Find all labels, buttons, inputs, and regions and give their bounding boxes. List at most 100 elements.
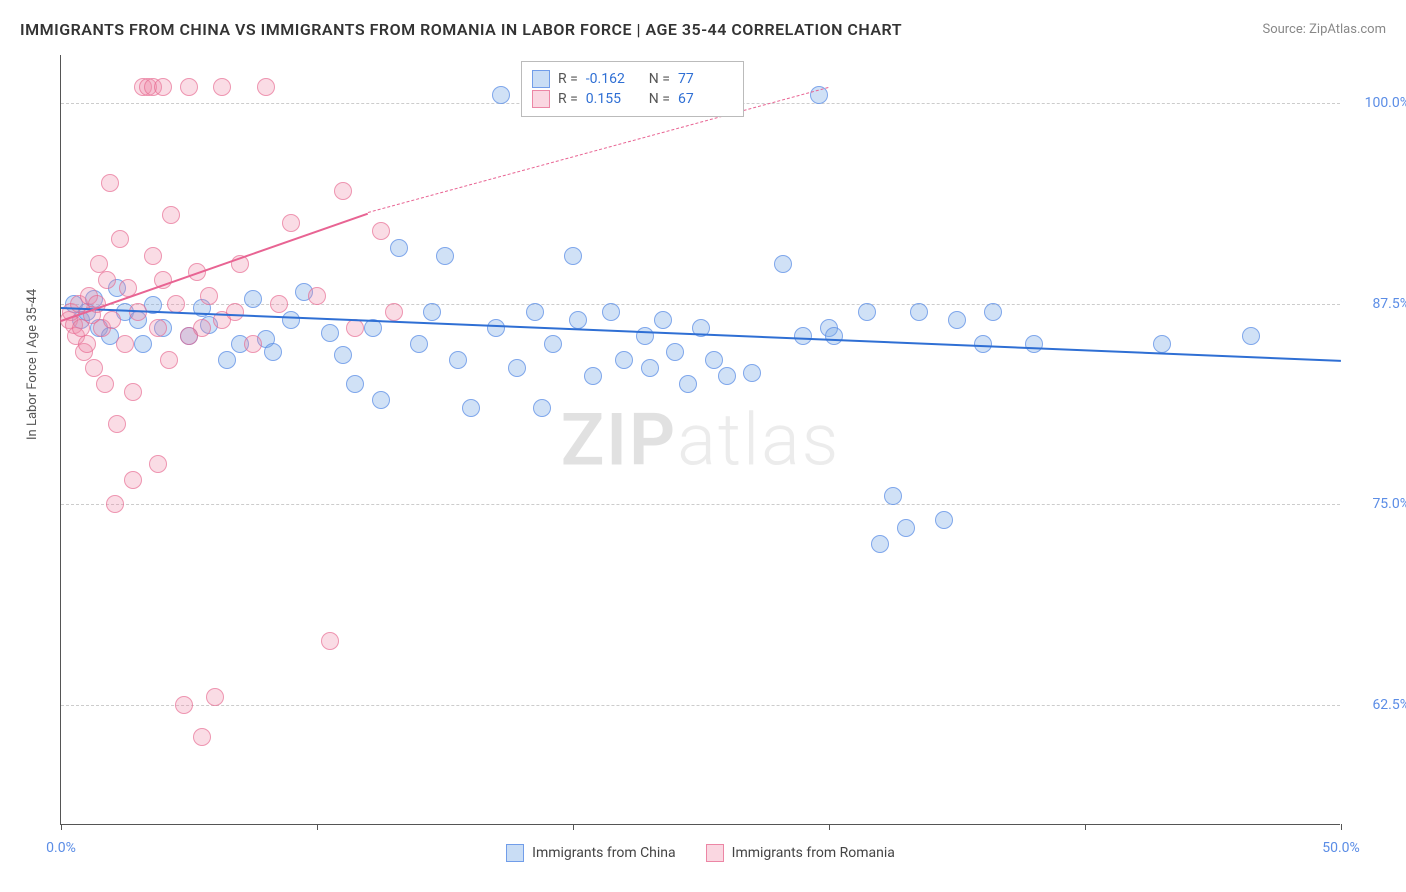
- data-point-romania: [85, 359, 103, 377]
- data-point-china: [1025, 335, 1043, 353]
- n-label: N =: [649, 91, 670, 107]
- data-point-china: [897, 519, 915, 537]
- legend-label: Immigrants from China: [532, 845, 676, 861]
- data-point-china: [282, 311, 300, 329]
- data-point-china: [858, 303, 876, 321]
- data-point-romania: [98, 271, 116, 289]
- data-point-romania: [244, 335, 262, 353]
- x-tick: [1341, 824, 1342, 830]
- data-point-china: [321, 324, 339, 342]
- data-point-china: [1153, 335, 1171, 353]
- data-point-china: [564, 247, 582, 265]
- data-point-romania: [78, 335, 96, 353]
- data-point-romania: [108, 415, 126, 433]
- data-point-china: [602, 303, 620, 321]
- data-point-romania: [180, 78, 198, 96]
- r-label: R =: [558, 71, 578, 87]
- data-point-romania: [282, 214, 300, 232]
- data-point-china: [487, 319, 505, 337]
- swatch-blue-icon: [532, 70, 550, 88]
- swatch-pink-icon: [532, 90, 550, 108]
- data-point-romania: [149, 455, 167, 473]
- data-point-china: [134, 335, 152, 353]
- r-value: 0.155: [586, 91, 641, 107]
- data-point-china: [492, 86, 510, 104]
- data-point-china: [569, 311, 587, 329]
- data-point-china: [794, 327, 812, 345]
- data-point-china: [615, 351, 633, 369]
- data-point-china: [774, 255, 792, 273]
- data-point-romania: [193, 728, 211, 746]
- data-point-romania: [226, 303, 244, 321]
- x-tick: [317, 824, 318, 830]
- data-point-china: [449, 351, 467, 369]
- data-point-china: [436, 247, 454, 265]
- data-point-china: [372, 391, 390, 409]
- data-point-romania: [167, 295, 185, 313]
- data-point-china: [666, 343, 684, 361]
- data-point-china: [935, 511, 953, 529]
- data-point-china: [910, 303, 928, 321]
- x-tick: [1085, 824, 1086, 830]
- legend-row-romania: R = 0.155 N = 67: [532, 90, 733, 108]
- data-point-romania: [213, 78, 231, 96]
- swatch-blue-icon: [506, 844, 524, 862]
- x-tick: [61, 824, 62, 830]
- data-point-china: [462, 399, 480, 417]
- data-point-china: [636, 327, 654, 345]
- data-point-romania: [144, 247, 162, 265]
- data-point-china: [705, 351, 723, 369]
- source-label: Source: ZipAtlas.com: [1262, 22, 1386, 37]
- data-point-romania: [257, 78, 275, 96]
- data-point-romania: [160, 351, 178, 369]
- data-point-china: [264, 343, 282, 361]
- n-value: 67: [678, 91, 733, 107]
- data-point-china: [346, 375, 364, 393]
- data-point-china: [526, 303, 544, 321]
- legend-row-china: R = -0.162 N = 77: [532, 70, 733, 88]
- data-point-romania: [96, 375, 114, 393]
- plot-area: ZIPatlas R = -0.162 N = 77 R = 0.155 N =…: [60, 55, 1340, 825]
- data-point-china: [718, 367, 736, 385]
- data-point-romania: [162, 206, 180, 224]
- y-tick-label: 87.5%: [1372, 296, 1406, 312]
- data-point-romania: [321, 632, 339, 650]
- data-point-romania: [111, 230, 129, 248]
- data-point-romania: [175, 696, 193, 714]
- n-label: N =: [649, 71, 670, 87]
- legend-item-china: Immigrants from China: [506, 844, 676, 862]
- data-point-china: [984, 303, 1002, 321]
- data-point-romania: [372, 222, 390, 240]
- data-point-romania: [103, 311, 121, 329]
- data-point-china: [508, 359, 526, 377]
- data-point-romania: [206, 688, 224, 706]
- data-point-romania: [106, 495, 124, 513]
- x-tick: [829, 824, 830, 830]
- data-point-china: [584, 367, 602, 385]
- data-point-china: [884, 487, 902, 505]
- data-point-china: [641, 359, 659, 377]
- data-point-romania: [124, 471, 142, 489]
- data-point-romania: [385, 303, 403, 321]
- swatch-pink-icon: [706, 844, 724, 862]
- data-point-romania: [101, 174, 119, 192]
- x-tick: [573, 824, 574, 830]
- correlation-legend: R = -0.162 N = 77 R = 0.155 N = 67: [521, 61, 744, 117]
- watermark: ZIPatlas: [561, 397, 841, 482]
- data-point-china: [974, 335, 992, 353]
- grid-line: [61, 705, 1340, 706]
- data-point-china: [544, 335, 562, 353]
- data-point-romania: [116, 335, 134, 353]
- y-tick-label: 62.5%: [1372, 697, 1406, 713]
- data-point-romania: [200, 287, 218, 305]
- data-point-romania: [334, 182, 352, 200]
- data-point-romania: [124, 383, 142, 401]
- r-value: -0.162: [586, 71, 641, 87]
- data-point-china: [423, 303, 441, 321]
- x-tick-label: 0.0%: [46, 840, 76, 856]
- data-point-china: [948, 311, 966, 329]
- data-point-china: [1242, 327, 1260, 345]
- data-point-romania: [270, 295, 288, 313]
- y-axis-label: In Labor Force | Age 35-44: [25, 289, 40, 440]
- data-point-china: [654, 311, 672, 329]
